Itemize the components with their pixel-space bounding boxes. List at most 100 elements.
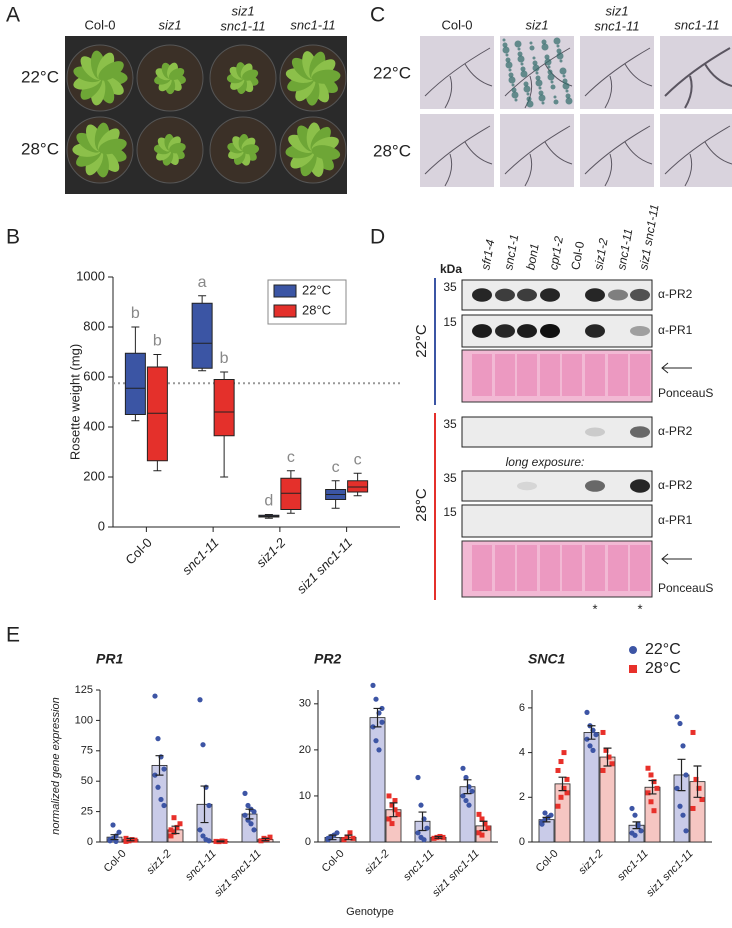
stain [526, 100, 534, 108]
point [680, 743, 686, 749]
ponceau-lane [517, 545, 537, 591]
stain [538, 94, 546, 102]
error-bar [328, 834, 337, 841]
x-tick-label: snc1-11 [179, 535, 222, 578]
point [370, 682, 376, 688]
column-label: snc1-11 [594, 18, 639, 33]
point [674, 714, 680, 720]
ponceau-lane [540, 354, 560, 396]
point [389, 821, 395, 827]
stain [523, 85, 531, 93]
ponceau-lane [608, 545, 628, 591]
point [200, 833, 206, 839]
box [213, 379, 235, 437]
band [630, 325, 650, 337]
stain [562, 82, 570, 90]
point [161, 802, 167, 809]
point [373, 696, 379, 702]
legend-swatch [273, 304, 297, 318]
point [392, 798, 398, 804]
x-tick-label: snc1-11 [615, 848, 651, 884]
legend-marker [629, 646, 637, 654]
antibody-label: PonceauS [658, 581, 713, 595]
group-letter: a [198, 274, 207, 291]
column-label: siz1 [231, 3, 254, 18]
y-tick-label: 800 [83, 318, 105, 333]
point [424, 825, 430, 831]
antibody-label: α-PR2 [658, 424, 693, 438]
point [161, 766, 167, 772]
point [479, 832, 485, 838]
ponceau-lane [630, 354, 650, 396]
stain [538, 90, 544, 96]
band [472, 288, 492, 302]
panel-label: D [370, 226, 385, 249]
leaf [168, 67, 185, 81]
point [415, 830, 421, 836]
y-tick-label: 6 [519, 702, 525, 714]
point [206, 838, 212, 844]
vein [424, 47, 493, 109]
point [200, 742, 206, 748]
vein [584, 47, 653, 109]
y-tick-label: 20 [299, 744, 311, 756]
micrograph [580, 36, 654, 109]
micrograph [660, 36, 732, 109]
column-label: Col-0 [84, 17, 115, 32]
ponceau-lane [608, 354, 628, 396]
stain [514, 98, 518, 102]
note: long exposure: [506, 455, 585, 469]
y-axis-title: normalized gene expression [50, 697, 62, 835]
band [608, 289, 628, 301]
point [680, 812, 686, 818]
column-label: siz1 [158, 17, 181, 32]
ponceau-lane [517, 354, 537, 396]
antibody-label: α-PR2 [658, 287, 693, 301]
leaf [169, 142, 186, 154]
point [479, 816, 485, 822]
stain [505, 53, 509, 57]
column-label: siz1 [605, 3, 628, 18]
group-letter: c [287, 449, 295, 466]
stain [508, 68, 512, 72]
stain [526, 92, 530, 96]
y-tick-label: 2 [519, 791, 525, 803]
point [123, 835, 129, 841]
leaf [242, 69, 259, 81]
box [146, 366, 168, 462]
error-bar [155, 755, 164, 776]
point [168, 833, 174, 839]
panel-label: E [6, 624, 20, 647]
group-letter: c [354, 451, 362, 468]
band [585, 288, 605, 302]
stain [547, 69, 553, 75]
point [197, 827, 203, 833]
antibody-label: α-PR2 [658, 478, 693, 492]
point [129, 837, 135, 843]
y-tick-label: 0 [87, 836, 93, 848]
ponceau-lane [562, 545, 582, 591]
y-tick-label: 600 [83, 368, 105, 383]
point [242, 812, 248, 818]
ponceau-lane [585, 545, 605, 591]
vein [424, 125, 493, 187]
group-letter: c [332, 459, 340, 476]
point [683, 772, 689, 778]
stain [544, 58, 552, 66]
antibody-label: PonceauS [658, 386, 713, 400]
vein [664, 47, 732, 109]
stain [511, 87, 517, 93]
stain [508, 76, 516, 84]
legend-label: 28°C [302, 302, 331, 317]
point [606, 754, 612, 760]
stain [505, 61, 513, 69]
point [347, 830, 353, 836]
point [690, 729, 696, 735]
panel-label: B [6, 226, 20, 249]
column-label: snc1-11 [220, 18, 265, 33]
x-tick-label: Col-0 [122, 535, 155, 568]
legend-label: 22°C [302, 282, 331, 297]
error-bar [632, 821, 641, 830]
band [630, 479, 650, 493]
